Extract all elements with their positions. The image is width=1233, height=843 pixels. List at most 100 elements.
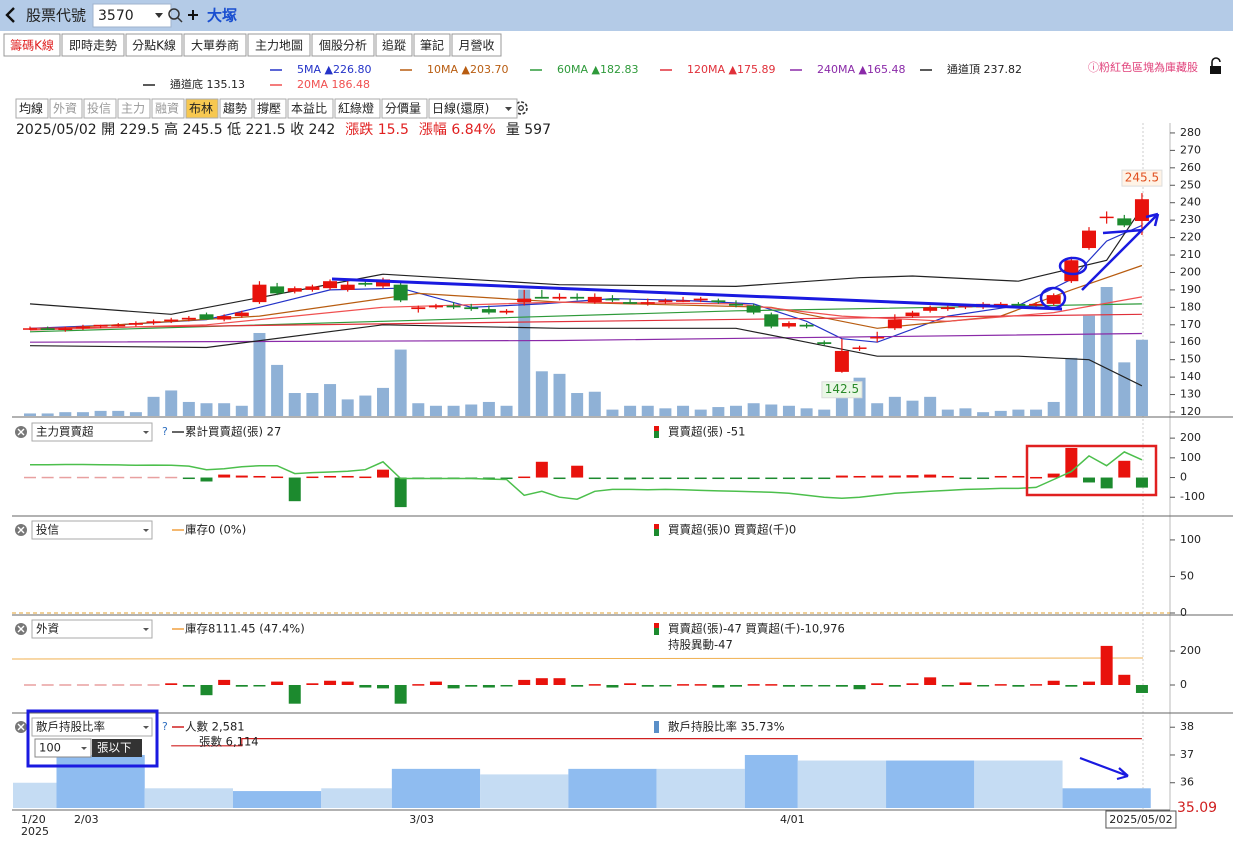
y-tick-label: 0 xyxy=(1180,678,1187,691)
panel-selector-label: 散戶持股比率 xyxy=(36,720,105,734)
net-bar xyxy=(1065,684,1078,687)
tab[interactable] xyxy=(375,33,413,57)
net-bar xyxy=(888,684,901,687)
candle-body xyxy=(729,303,743,306)
settings-icon[interactable] xyxy=(514,101,528,115)
toolbar-button[interactable] xyxy=(151,98,185,119)
tab[interactable] xyxy=(451,33,502,57)
add-icon[interactable] xyxy=(188,10,198,20)
panel-selector[interactable] xyxy=(31,717,153,737)
date-box xyxy=(1105,810,1177,829)
net-bar xyxy=(518,679,531,685)
lock-icon[interactable] xyxy=(1210,66,1221,74)
retail-ratio-step xyxy=(744,754,798,808)
x-tick-label: 2/03 xyxy=(74,813,99,826)
net-bar xyxy=(129,476,142,479)
back-button[interactable] xyxy=(5,7,15,23)
tab-label: 分點K線 xyxy=(132,38,176,53)
toolbar-button[interactable] xyxy=(49,98,83,119)
annotation-line xyxy=(331,277,1063,311)
y-tick-label: 140 xyxy=(1180,370,1201,383)
dropdown-icon[interactable] xyxy=(155,13,163,18)
tab[interactable] xyxy=(125,33,183,57)
panel-selector[interactable] xyxy=(31,619,153,639)
code-input[interactable] xyxy=(92,3,172,28)
retail-ratio-step xyxy=(656,768,745,808)
candle-body xyxy=(834,350,849,372)
candle-body xyxy=(799,324,814,327)
candle-body xyxy=(693,298,708,301)
candle-body xyxy=(605,298,620,301)
ma-line xyxy=(29,324,1143,387)
y-tick-label: 210 xyxy=(1180,248,1201,261)
candle-body xyxy=(40,328,55,331)
toolbar-button[interactable] xyxy=(15,98,49,119)
candle-body xyxy=(323,281,338,289)
dropdown-icon xyxy=(143,628,149,631)
price-label: 245.5 xyxy=(1125,171,1159,185)
legend-swatch xyxy=(654,524,659,529)
net-bar xyxy=(994,475,1007,478)
volume-bar xyxy=(429,405,442,416)
panel-legend: 買賣超(張) -51 xyxy=(668,425,745,439)
toolbar-button[interactable] xyxy=(334,98,381,119)
toolbar-button[interactable] xyxy=(381,98,428,119)
net-bar xyxy=(200,477,213,482)
panel-selector-label: 投信 xyxy=(36,523,59,537)
toolbar-button[interactable] xyxy=(287,98,334,119)
net-bar xyxy=(465,684,478,687)
volume-bar xyxy=(1118,362,1131,416)
toolbar-button[interactable] xyxy=(428,98,518,119)
price-label-box xyxy=(1121,169,1163,187)
toolbar-button[interactable] xyxy=(185,98,219,119)
volume-bar xyxy=(888,396,901,416)
volume-bar xyxy=(588,391,601,416)
toolbar-button[interactable] xyxy=(253,98,287,119)
tab-label: 籌碼K線 xyxy=(10,38,54,53)
net-bar xyxy=(288,477,301,502)
net-bar xyxy=(235,684,248,687)
threshold-select[interactable] xyxy=(34,738,92,758)
tab-label: 月營收 xyxy=(458,39,494,53)
threshold-unit: 張以下 xyxy=(97,741,132,755)
tab[interactable] xyxy=(61,33,125,57)
volume-bar xyxy=(712,407,725,416)
volume-bar xyxy=(129,412,142,416)
retail-ratio-step xyxy=(391,768,481,808)
net-bar xyxy=(112,684,125,686)
tab[interactable] xyxy=(247,33,311,57)
net-bar xyxy=(76,684,89,686)
retail-ratio-step xyxy=(480,774,569,808)
candle-body xyxy=(499,310,514,313)
toolbar-button[interactable] xyxy=(117,98,151,119)
tab[interactable] xyxy=(3,33,61,57)
legend-swatch xyxy=(654,524,659,536)
toolbar-button[interactable] xyxy=(83,98,117,119)
net-bar xyxy=(571,684,584,687)
dropdown-icon xyxy=(143,726,149,729)
net-bar xyxy=(1083,477,1095,483)
volume-bar xyxy=(218,403,231,416)
tab[interactable] xyxy=(413,33,451,57)
candle-body xyxy=(764,314,779,327)
plot-area: 120 130 140 150 160 170 180 190 200 210 220 230 240 2… xyxy=(13,126,1217,838)
toolbar-button[interactable] xyxy=(219,98,253,119)
x-tick-label: 4/01 xyxy=(780,813,805,826)
annotation-circle xyxy=(1039,286,1067,310)
panel-selector[interactable] xyxy=(31,422,153,442)
stock-code-label: 股票代號 xyxy=(26,7,86,25)
net-bar xyxy=(482,477,495,480)
tab[interactable] xyxy=(311,33,375,57)
y-tick-label: 37 xyxy=(1180,748,1194,761)
net-bar xyxy=(677,477,690,480)
search-icon[interactable] xyxy=(168,8,180,20)
tab[interactable] xyxy=(183,33,247,57)
net-bar xyxy=(59,476,72,479)
net-bar xyxy=(835,684,848,687)
panel-selector[interactable] xyxy=(31,520,153,540)
candle-body xyxy=(217,316,232,320)
annotation-arrow xyxy=(1081,212,1160,291)
net-bar xyxy=(712,477,725,480)
stock-code: 3570 xyxy=(98,8,134,24)
toolbar-label: 投信 xyxy=(87,101,111,116)
